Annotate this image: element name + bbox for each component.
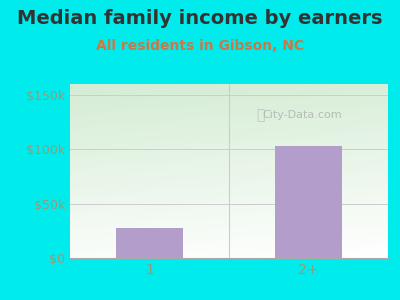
Bar xyxy=(275,146,342,258)
Text: Ⓜ: Ⓜ xyxy=(257,108,265,122)
Text: Median family income by earners: Median family income by earners xyxy=(17,9,383,28)
Bar xyxy=(116,227,183,258)
Text: All residents in Gibson, NC: All residents in Gibson, NC xyxy=(96,39,304,53)
Text: City-Data.com: City-Data.com xyxy=(262,110,342,120)
